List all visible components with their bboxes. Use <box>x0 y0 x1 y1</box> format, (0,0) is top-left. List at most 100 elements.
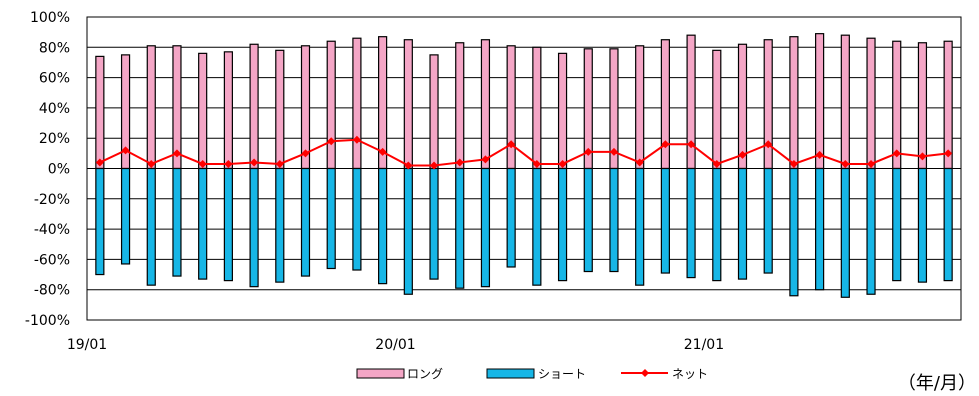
y-tick-label: 20% <box>39 131 70 147</box>
bar-short <box>532 167 542 286</box>
y-tick-label: -40% <box>34 222 70 238</box>
net-point <box>507 140 516 149</box>
bar-long <box>866 37 876 170</box>
bar-long <box>403 39 413 170</box>
y-tick-label: -20% <box>34 192 70 208</box>
net-point <box>635 158 644 167</box>
x-axis-unit-label: （年/月） <box>898 373 976 394</box>
y-tick-label: 0% <box>48 162 70 178</box>
bar-short <box>326 167 336 270</box>
bar-long <box>352 37 362 170</box>
bar-short <box>635 167 645 286</box>
net-point <box>558 159 567 168</box>
net-point <box>584 147 593 156</box>
bar-short <box>789 167 799 297</box>
net-point <box>712 159 721 168</box>
bar-long <box>737 43 748 170</box>
net-point <box>481 155 490 164</box>
legend-label-net: ネット <box>672 367 708 381</box>
net-point <box>95 158 104 167</box>
net-point <box>841 159 850 168</box>
bar-long <box>429 54 439 170</box>
bar-short <box>866 167 876 295</box>
net-point <box>815 150 824 159</box>
net-point <box>918 152 927 161</box>
net-point <box>867 159 876 168</box>
net-point <box>352 135 361 144</box>
y-tick-label: -80% <box>34 283 70 299</box>
bar-short <box>120 167 131 265</box>
y-axis-ticks: 100% 80% 60% 40% 20% 0% -20% -40% -60% -80% -100% <box>25 10 70 329</box>
y-tick-label: -100% <box>25 313 70 329</box>
legend: ロング ショート ネット <box>356 367 708 381</box>
bar-short <box>815 167 825 291</box>
net-point <box>455 158 464 167</box>
legend-label-long: ロング <box>407 367 443 381</box>
bar-short <box>660 167 670 274</box>
bar-long <box>249 43 259 170</box>
net-point <box>661 140 670 149</box>
bar-short <box>737 167 748 280</box>
plot-frame <box>86 16 962 321</box>
bar-short <box>686 167 696 279</box>
bar-short <box>172 167 182 277</box>
net-point <box>250 158 259 167</box>
bar-long <box>480 39 491 170</box>
x-tick-label: 21/01 <box>684 337 724 353</box>
net-point <box>275 159 284 168</box>
net-line-group <box>95 135 953 170</box>
bar-long <box>455 42 465 170</box>
bar-short <box>609 167 619 273</box>
bar-short <box>917 167 928 283</box>
net-point <box>224 159 233 168</box>
bar-short <box>840 167 850 298</box>
net-point <box>687 140 696 149</box>
bar-short <box>198 167 208 280</box>
bar-short <box>300 167 311 277</box>
bar-short <box>712 167 722 282</box>
net-point <box>147 159 156 168</box>
net-point <box>327 137 336 146</box>
net-point <box>532 159 541 168</box>
legend-label-short: ショート <box>538 367 586 381</box>
bar-long <box>815 33 825 170</box>
bar-long <box>557 52 568 170</box>
net-line <box>99 138 949 167</box>
bar-short <box>403 167 413 295</box>
net-point <box>404 161 413 170</box>
legend-marker-net <box>641 369 649 377</box>
net-point <box>738 150 747 159</box>
net-point <box>892 149 901 158</box>
net-point <box>789 159 798 168</box>
bar-short <box>95 167 105 276</box>
legend-swatch-long <box>356 368 405 379</box>
bar-short <box>223 167 233 282</box>
y-tick-label: 100% <box>30 10 70 26</box>
bar-long <box>506 45 516 170</box>
bar-short <box>583 167 593 273</box>
y-tick-label: -60% <box>34 252 70 268</box>
bar-short <box>352 167 362 271</box>
bar-long <box>917 42 928 170</box>
bar-short <box>892 167 902 282</box>
bar-short <box>557 167 568 282</box>
y-tick-label: 60% <box>39 71 70 87</box>
bar-short <box>480 167 491 288</box>
bar-long <box>840 34 850 170</box>
bar-short <box>506 167 516 268</box>
bar-long <box>635 45 645 170</box>
y-tick-label: 40% <box>39 101 70 117</box>
bar-long <box>712 49 722 170</box>
bar-long <box>95 55 105 170</box>
bar-long <box>326 40 336 170</box>
net-point <box>944 149 953 158</box>
bar-long <box>532 46 542 170</box>
net-point <box>121 146 130 155</box>
x-axis-ticks: 19/01 20/01 21/01 <box>67 337 724 353</box>
grid-lines <box>87 16 961 321</box>
net-point <box>378 147 387 156</box>
bar-short <box>943 167 953 282</box>
bar-long <box>275 49 285 170</box>
bar-long <box>660 39 670 170</box>
